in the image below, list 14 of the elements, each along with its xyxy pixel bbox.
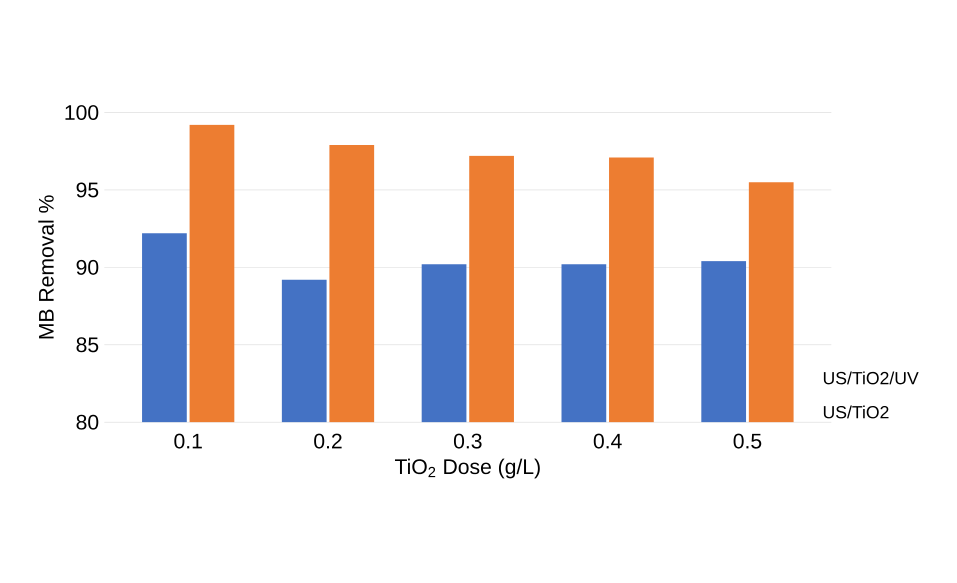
y-tick-label: 100 (65, 104, 98, 120)
x-tick-label: 0.3 (454, 433, 482, 448)
x-tick-label: 0.5 (734, 433, 762, 448)
y-tick-label: 80 (76, 414, 98, 430)
y-tick-label: 90 (76, 260, 98, 275)
y-axis-title: MB Removal % (38, 195, 54, 338)
x-axis-title: TiO$_{2}$ Dose (g/L) (394, 458, 540, 478)
x-tick-label: 0.2 (314, 433, 342, 448)
x-tick-label: 0.1 (174, 433, 202, 448)
y-tick-label: 85 (76, 337, 98, 352)
x-tick-label: 0.4 (594, 433, 622, 448)
text: US/TiO2 (824, 405, 888, 418)
y-tick-label: 95 (76, 182, 98, 198)
series-label: US/TiO2/UV (824, 371, 919, 384)
